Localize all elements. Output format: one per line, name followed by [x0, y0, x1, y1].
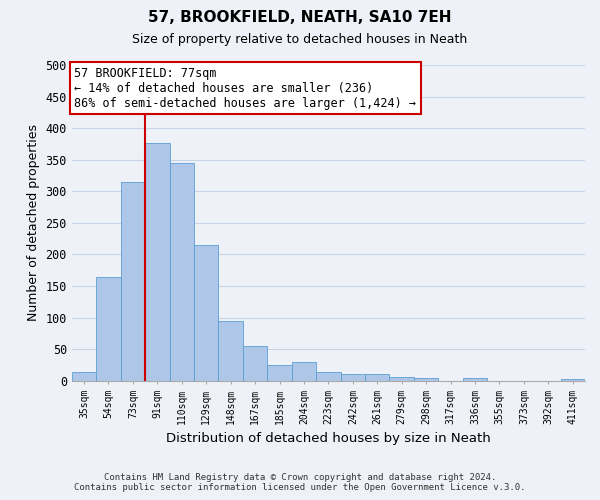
Bar — [121, 182, 145, 381]
Bar — [463, 378, 487, 381]
Bar — [292, 362, 316, 381]
Bar — [194, 245, 218, 381]
Bar — [316, 372, 341, 381]
Text: 57 BROOKFIELD: 77sqm
← 14% of detached houses are smaller (236)
86% of semi-deta: 57 BROOKFIELD: 77sqm ← 14% of detached h… — [74, 66, 416, 110]
Text: 57, BROOKFIELD, NEATH, SA10 7EH: 57, BROOKFIELD, NEATH, SA10 7EH — [148, 10, 452, 25]
X-axis label: Distribution of detached houses by size in Neath: Distribution of detached houses by size … — [166, 432, 491, 445]
Bar — [145, 142, 170, 381]
Bar — [96, 276, 121, 381]
Bar — [218, 322, 243, 381]
Y-axis label: Number of detached properties: Number of detached properties — [27, 124, 40, 322]
Bar — [72, 372, 96, 381]
Text: Size of property relative to detached houses in Neath: Size of property relative to detached ho… — [133, 32, 467, 46]
Text: Contains HM Land Registry data © Crown copyright and database right 2024.
Contai: Contains HM Land Registry data © Crown c… — [74, 473, 526, 492]
Bar — [414, 378, 439, 381]
Bar — [170, 163, 194, 381]
Bar — [365, 374, 389, 381]
Bar — [341, 374, 365, 381]
Bar — [243, 346, 267, 381]
Bar — [560, 379, 585, 381]
Bar — [389, 377, 414, 381]
Bar — [267, 365, 292, 381]
